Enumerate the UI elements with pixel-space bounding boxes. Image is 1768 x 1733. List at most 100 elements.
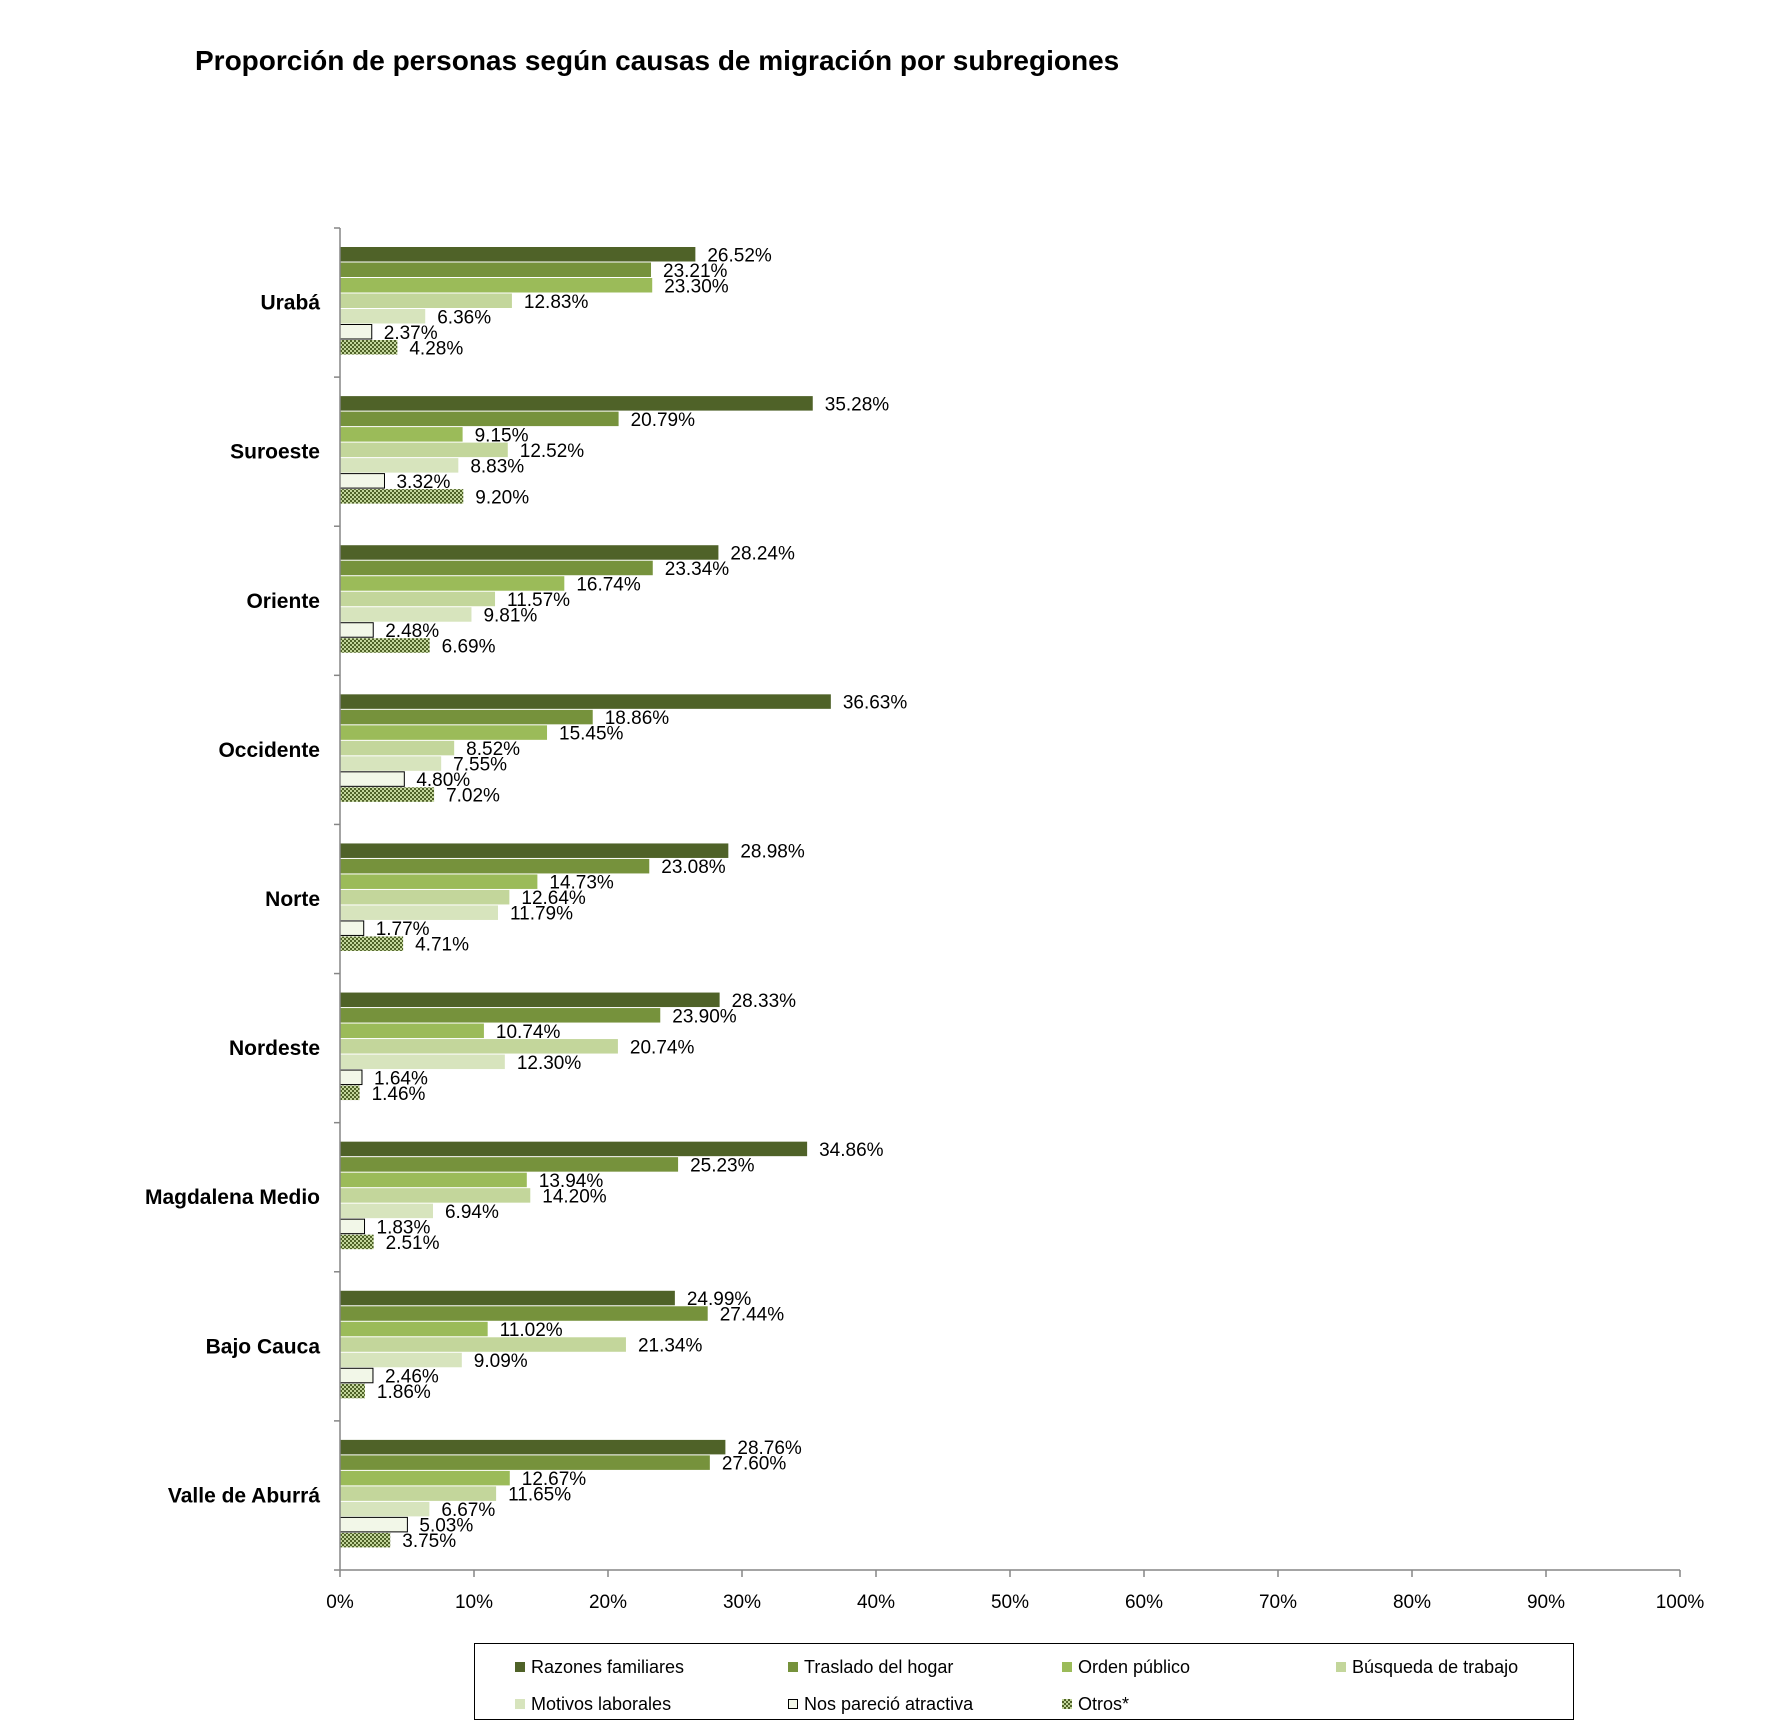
- bar: [339, 1069, 363, 1086]
- bar: [339, 324, 373, 340]
- bar: [340, 1337, 626, 1352]
- bar: [340, 1023, 484, 1039]
- data-label: 4.80%: [416, 770, 470, 791]
- bar: [340, 309, 426, 324]
- bars-layer: 26.52%23.21%23.30% 12.83% 6.36%2.37%4.28% 3…: [339, 245, 908, 1552]
- axis-layer: Urabá Suroeste Oriente Occidente Norte Nordes…: [145, 227, 1705, 1613]
- bar: [340, 560, 653, 576]
- x-tick-label: 0%: [326, 1592, 354, 1613]
- legend-label: Razones familiares: [531, 1657, 685, 1677]
- bar: [340, 992, 720, 1008]
- data-label: 28.98%: [740, 842, 805, 863]
- category-label: Norte: [265, 888, 320, 911]
- bar: [340, 1141, 808, 1157]
- data-label: 6.94%: [445, 1202, 499, 1223]
- data-label: 10.74%: [496, 1022, 561, 1043]
- data-label: 34.86%: [819, 1140, 884, 1161]
- legend-label: Nos pareció atractiva: [804, 1694, 974, 1714]
- data-label: 8.83%: [470, 456, 524, 477]
- bar: [340, 427, 463, 442]
- bar: [340, 843, 729, 858]
- bar: [340, 936, 404, 951]
- bar: [340, 1290, 675, 1306]
- bar: [339, 1516, 408, 1533]
- bar: [340, 262, 652, 277]
- data-label: 12.52%: [520, 441, 585, 462]
- bar: [340, 1008, 661, 1023]
- bar: [340, 607, 472, 622]
- x-tick-label: 20%: [589, 1592, 627, 1613]
- legend-label: Búsqueda de trabajo: [1352, 1657, 1519, 1677]
- data-label: 6.36%: [437, 307, 491, 328]
- bar: [340, 591, 496, 607]
- data-label: 36.63%: [843, 693, 908, 714]
- bar: [340, 709, 593, 725]
- bar: [339, 622, 374, 638]
- bar: [340, 858, 650, 874]
- data-label: 28.33%: [732, 991, 797, 1012]
- x-tick-label: 90%: [1527, 1592, 1565, 1613]
- x-tick-label: 10%: [455, 1592, 493, 1613]
- data-label: 3.75%: [402, 1531, 456, 1552]
- x-tick-label: 100%: [1656, 1592, 1705, 1613]
- legend-swatch: [1062, 1699, 1072, 1709]
- bar: [340, 576, 565, 591]
- legend-swatch: [788, 1662, 798, 1672]
- category-label: Bajo Cauca: [206, 1335, 321, 1358]
- data-label: 9.20%: [475, 487, 529, 508]
- data-label: 14.20%: [542, 1186, 607, 1207]
- bar: [340, 458, 459, 473]
- data-label: 11.57%: [507, 590, 570, 611]
- bar: [340, 489, 464, 504]
- bar: [340, 1501, 430, 1517]
- category-label: Nordeste: [229, 1037, 320, 1060]
- data-label: 11.79%: [510, 904, 573, 925]
- bar: [340, 1172, 527, 1188]
- data-label: 7.55%: [453, 755, 507, 776]
- data-label: 12.83%: [524, 292, 589, 313]
- category-label: Magdalena Medio: [145, 1186, 320, 1209]
- bar: [340, 1455, 710, 1470]
- bar: [340, 889, 510, 905]
- legend-swatch: [515, 1699, 525, 1709]
- x-tick-label: 40%: [857, 1592, 895, 1613]
- x-tick-label: 70%: [1259, 1592, 1297, 1613]
- data-label: 11.02%: [500, 1320, 563, 1341]
- bar: [340, 1306, 708, 1321]
- bar: [340, 874, 538, 889]
- legend-swatch: [1336, 1662, 1346, 1672]
- data-label: 2.46%: [385, 1367, 439, 1388]
- bar: [340, 1321, 488, 1337]
- data-label: 23.30%: [664, 276, 729, 297]
- bar: [340, 1352, 462, 1368]
- category-label: Suroeste: [230, 441, 320, 464]
- data-label: 3.32%: [396, 472, 450, 493]
- data-label: 1.83%: [377, 1217, 431, 1238]
- bar: [340, 1470, 510, 1486]
- bar: [340, 1054, 505, 1070]
- legend-label: Motivos laborales: [531, 1694, 672, 1714]
- legend: Razones familiares Traslado del hogar Orde…: [474, 1643, 1574, 1720]
- bar: [340, 1085, 360, 1101]
- data-label: 9.09%: [474, 1351, 528, 1372]
- data-label: 6.67%: [441, 1500, 495, 1521]
- bar: [340, 740, 455, 756]
- bar: [340, 396, 813, 411]
- bar: [340, 293, 512, 308]
- legend-swatch: [515, 1662, 525, 1672]
- data-label: 13.94%: [539, 1171, 604, 1192]
- data-label: 12.64%: [521, 888, 586, 909]
- bar: [340, 340, 398, 355]
- bar: [340, 1383, 365, 1399]
- bar: [340, 1234, 374, 1250]
- bar: [340, 905, 498, 920]
- data-label: 1.77%: [376, 919, 430, 940]
- data-label: 35.28%: [825, 394, 890, 415]
- bar: [340, 725, 548, 740]
- data-label: 27.44%: [720, 1305, 785, 1326]
- data-label: 25.23%: [690, 1155, 755, 1176]
- category-label: Urabá: [260, 292, 320, 315]
- data-label: 23.90%: [672, 1006, 737, 1027]
- bar: [340, 545, 719, 560]
- bar: [340, 278, 653, 293]
